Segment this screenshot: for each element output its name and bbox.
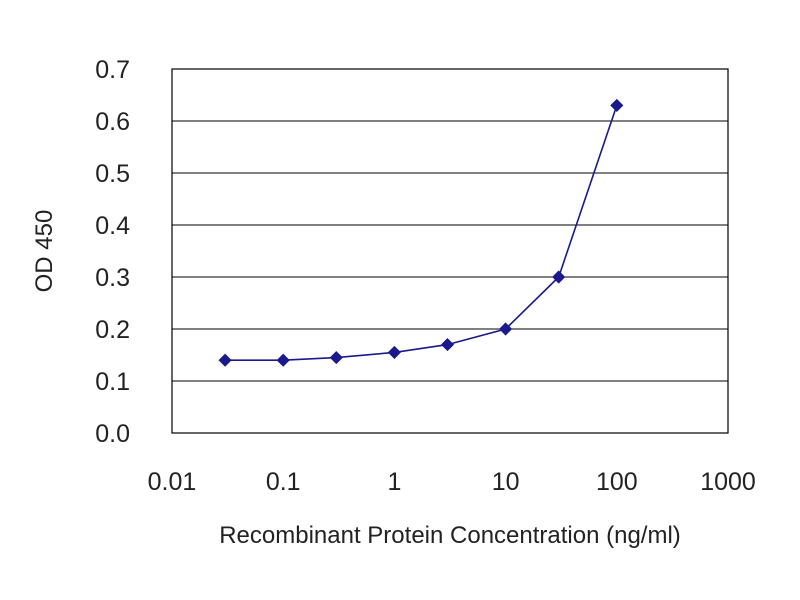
grid-lines	[172, 120, 728, 382]
x-tick-label: 100	[596, 468, 638, 496]
data-point-marker	[218, 353, 232, 367]
data-point-marker	[499, 322, 513, 336]
y-tick-label: 0.3	[95, 264, 130, 292]
data-point-marker	[440, 338, 455, 352]
x-tick-label: 10	[492, 468, 520, 496]
series-layer	[218, 98, 624, 367]
y-tick-label: 0.7	[95, 56, 130, 84]
data-point-marker	[276, 353, 290, 367]
x-tick-label: 0.1	[266, 468, 301, 496]
y-tick-label: 0.4	[95, 212, 130, 240]
y-tick-label: 0.0	[95, 420, 130, 448]
y-axis-title: OD 450	[31, 210, 58, 293]
x-tick-label: 1000	[700, 468, 756, 496]
series-line	[225, 105, 618, 362]
y-tick-label: 0.5	[95, 160, 130, 188]
x-axis-title: Recombinant Protein Concentration (ng/ml…	[219, 522, 681, 549]
data-point-marker	[387, 345, 401, 359]
x-tick-label: 0.01	[148, 468, 197, 496]
y-tick-label: 0.6	[95, 108, 130, 136]
y-tick-label: 0.2	[95, 316, 130, 344]
y-tick-label: 0.1	[95, 368, 130, 396]
x-tick-label: 1	[387, 468, 401, 496]
x-axis-tick-labels: 0.01 0.1 1 10 100 1000	[148, 468, 756, 496]
y-axis-tick-labels: 0.0 0.1 0.2 0.3 0.4 0.5 0.6 0.7	[95, 56, 130, 448]
data-point-marker	[329, 351, 343, 365]
plot-area-frame	[171, 68, 729, 434]
data-point-marker	[610, 98, 624, 112]
data-point-marker	[552, 270, 566, 284]
